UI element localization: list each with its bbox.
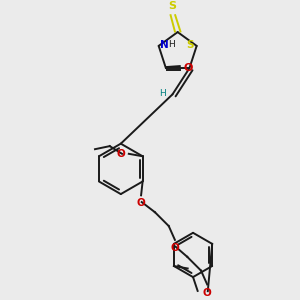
Text: O: O	[170, 243, 179, 253]
Text: O: O	[184, 63, 193, 73]
Text: H: H	[159, 88, 166, 98]
Text: S: S	[168, 2, 176, 11]
Text: N: N	[160, 40, 169, 50]
Text: S: S	[187, 40, 194, 50]
Text: H: H	[169, 40, 175, 50]
Text: O: O	[203, 287, 212, 298]
Text: O: O	[137, 198, 146, 208]
Text: O: O	[117, 149, 126, 159]
